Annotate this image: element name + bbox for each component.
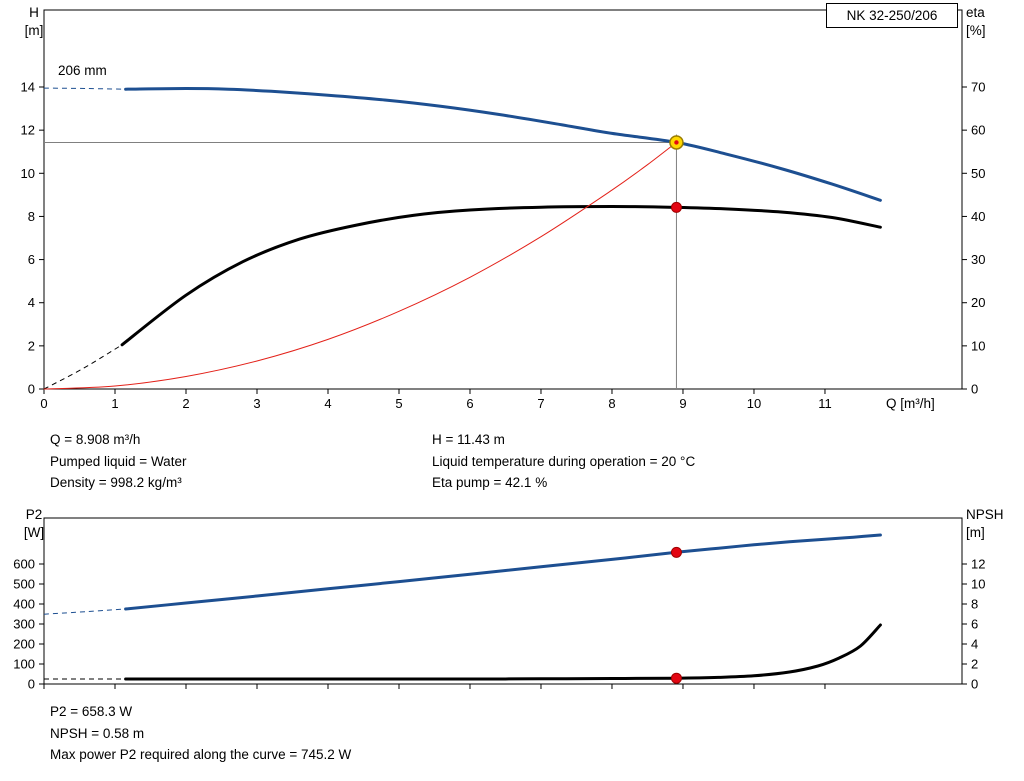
x-axis-tick-label: 7	[537, 396, 544, 411]
p2-axis-symbol: P2	[25, 507, 43, 522]
p2-curve	[124, 533, 882, 611]
left-axis-tick-label: 300	[13, 617, 35, 632]
x-axis-tick-label: 0	[40, 396, 47, 411]
x-axis-tick-label: 2	[182, 396, 189, 411]
right-axis-tick-label: 60	[971, 123, 985, 138]
x-axis-tick-label: 11	[818, 396, 832, 411]
x-axis-tick-label: 3	[253, 396, 260, 411]
result-temperature: Liquid temperature during operation = 20…	[432, 453, 696, 469]
left-axis-tick-label: 400	[13, 597, 35, 612]
h-axis-symbol: H	[29, 5, 39, 20]
left-axis-tick-label: 6	[28, 252, 35, 267]
result-density: Density = 998.2 kg/m³	[50, 475, 182, 490]
duty-results-left: Q = 8.908 m³/h Pumped liquid = Water Den…	[50, 429, 186, 494]
right-axis-tick-label: 20	[971, 295, 985, 310]
npsh-curve	[124, 623, 882, 681]
result-max-power: Max power P2 required along the curve = …	[50, 747, 352, 762]
right-axis-tick-label: 0	[971, 677, 978, 692]
left-axis-tick-label: 14	[21, 80, 35, 95]
x-axis-tick-label: 4	[324, 396, 331, 411]
p2-axis-unit: [W]	[23, 525, 45, 540]
result-eta: Eta pump = 42.1 %	[432, 475, 548, 490]
left-axis-tick-label: 500	[13, 577, 35, 592]
right-axis-tick-label: 70	[971, 80, 985, 95]
right-axis-tick-label: 50	[971, 166, 985, 181]
right-axis-tick-label: 12	[971, 557, 985, 572]
npsh-axis-title: NPSH [m]	[966, 506, 1022, 542]
efficiency-curve	[120, 204, 882, 347]
left-axis-tick-label: 600	[13, 557, 35, 572]
right-axis-tick-label: 8	[971, 597, 978, 612]
left-axis-tick-label: 10	[21, 166, 35, 181]
result-p2: P2 = 658.3 W	[50, 704, 133, 719]
head-curve-206mm	[124, 86, 882, 202]
left-axis-tick-label: 0	[28, 382, 35, 397]
p2-axis-title: P2 [W]	[14, 506, 54, 542]
left-axis-tick-label: 2	[28, 338, 35, 353]
right-axis-tick-label: 30	[971, 252, 985, 267]
right-axis-tick-label: 4	[971, 637, 978, 652]
h-axis-unit: [m]	[24, 23, 44, 38]
p2-npsh-chart: 0 100 200 300 400 500 600 0 2 4 6 8 10 12	[13, 517, 985, 692]
system-curve	[43, 141, 677, 390]
operating-point-dot[interactable]	[670, 672, 682, 684]
right-axis-tick-label: 10	[971, 577, 985, 592]
x-axis-tick-label: 6	[466, 396, 473, 411]
impeller-diameter-label: 206 mm	[58, 63, 107, 78]
right-axis-tick-label: 0	[971, 382, 978, 397]
left-axis-tick-label: 200	[13, 637, 35, 652]
left-axis-tick-label: 12	[21, 123, 35, 138]
plot-frame	[43, 517, 963, 685]
plot-frame	[43, 9, 963, 390]
eta-axis-unit: [%]	[966, 23, 986, 38]
eta-axis-title: eta [%]	[966, 4, 1018, 40]
result-liquid: Pumped liquid = Water	[50, 453, 187, 469]
p2-curve-dashed-lead	[43, 608, 126, 615]
duty-results-right: H = 11.43 m Liquid temperature during op…	[432, 429, 695, 494]
right-axis-tick-label: 2	[971, 657, 978, 672]
left-axis-tick-label: 4	[28, 295, 35, 310]
npsh-axis-unit: [m]	[966, 525, 985, 540]
left-axis-tick-label: 100	[13, 657, 35, 672]
operating-point-dot[interactable]	[670, 546, 682, 558]
power-results: P2 = 658.3 W NPSH = 0.58 m Max power P2 …	[50, 701, 351, 766]
head-curve-206mm-dashed-lead	[43, 87, 126, 90]
efficiency-curve-dashed-lead	[43, 344, 123, 390]
h-axis-title: H [m]	[14, 4, 54, 40]
result-head: H = 11.43 m	[432, 432, 505, 447]
right-axis-tick-label: 10	[971, 338, 985, 353]
left-axis-tick-label: 8	[28, 209, 35, 224]
right-axis-tick-label: 6	[971, 617, 978, 632]
pump-model-badge: NK 32-250/206	[826, 3, 958, 28]
result-flow: Q = 8.908 m³/h	[50, 432, 141, 447]
x-axis-tick-label: 8	[608, 396, 615, 411]
operating-point-dot[interactable]	[670, 201, 682, 213]
eta-axis-symbol: eta	[966, 5, 985, 20]
x-axis-tick-label: 9	[679, 396, 686, 411]
x-axis-tick-label: 5	[395, 396, 402, 411]
x-axis-tick-label: 1	[111, 396, 118, 411]
left-axis-tick-label: 0	[28, 677, 35, 692]
right-axis-tick-label: 40	[971, 209, 985, 224]
x-axis-tick-label: 10	[747, 396, 761, 411]
q-axis-label: Q [m³/h]	[886, 396, 935, 411]
npsh-axis-symbol: NPSH	[966, 507, 1004, 522]
duty-point-center	[674, 140, 679, 145]
result-npsh: NPSH = 0.58 m	[50, 725, 145, 741]
